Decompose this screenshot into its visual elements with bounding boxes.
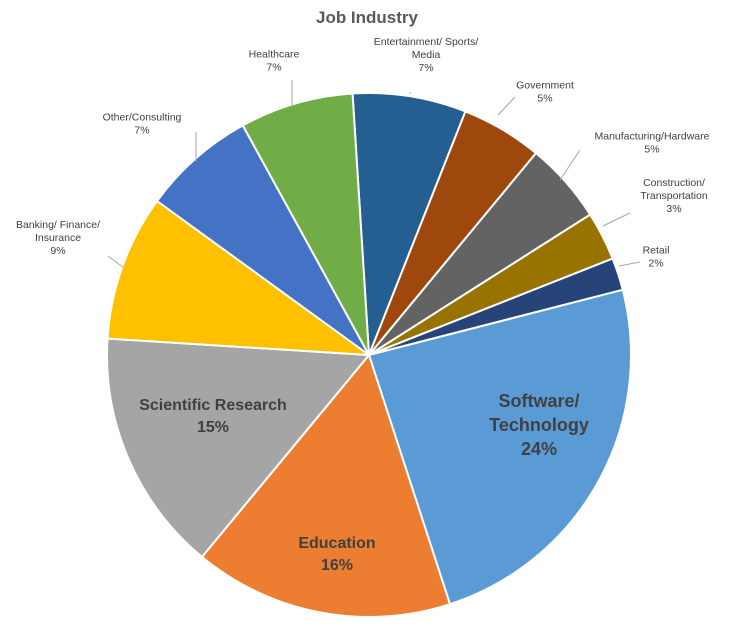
slice-percent: 7% xyxy=(266,62,281,74)
slice-percent: 2% xyxy=(648,258,663,270)
slice-label-line: Retail xyxy=(643,245,670,257)
slice-label-line: Manufacturing/Hardware xyxy=(595,131,710,143)
slice-label: Banking/ Finance/Insurance 9% xyxy=(16,219,100,257)
slice-label-line: Transportation xyxy=(640,190,707,202)
pie-slice-healthcare xyxy=(241,92,370,356)
slice-label: Entertainment/ Sports/Media 7% xyxy=(374,36,479,74)
slice-label: Healthcare 7% xyxy=(249,49,300,74)
slice-percent: 3% xyxy=(666,203,681,215)
slice-label-line: Banking/ Finance/ xyxy=(16,219,100,231)
slice-label: Retail 2% xyxy=(643,245,670,270)
slice-labels: Entertainment/ Sports/Media 7%Government 5… xyxy=(16,36,710,574)
slice-label: Other/Consulting 7% xyxy=(103,112,182,137)
leader-line xyxy=(107,255,125,269)
slice-label-line: Construction/ xyxy=(643,177,705,189)
pie-slices xyxy=(106,92,633,618)
leader-line xyxy=(618,261,641,267)
slice-percent: 7% xyxy=(418,62,433,74)
slice-percent: 9% xyxy=(50,245,65,257)
slice-label-line: Other/Consulting xyxy=(103,112,182,124)
slice-percent: 5% xyxy=(644,144,659,156)
slice-percent: 5% xyxy=(537,93,552,105)
leader-line xyxy=(559,149,581,181)
slice-label-line: Government xyxy=(516,80,574,92)
leader-lines xyxy=(107,80,641,269)
pie-slice-education xyxy=(200,354,451,618)
leader-line xyxy=(602,212,631,227)
slice-label-line: Insurance xyxy=(35,232,81,244)
pie-slice-software-technology xyxy=(368,288,633,606)
slice-percent: 24% xyxy=(521,439,557,459)
slice-label-line: Technology xyxy=(489,415,589,435)
slice-label-line: Healthcare xyxy=(249,49,300,61)
pie-slice-scientific-research xyxy=(106,337,370,558)
slice-label: Scientific Research 15% xyxy=(139,397,287,436)
slice-label-line: Entertainment/ Sports/ xyxy=(374,36,479,48)
slice-label-line: Media xyxy=(412,49,441,61)
pie-slice-banking-finance-insurance xyxy=(106,200,370,356)
slice-percent: 15% xyxy=(197,419,229,436)
chart-title: Job Industry xyxy=(316,8,419,27)
pie-slice-entertainment-sports-media xyxy=(351,92,467,356)
slice-label: Manufacturing/Hardware 5% xyxy=(595,131,710,156)
slice-label-line: Software/ xyxy=(498,391,579,411)
slice-label-line: Education xyxy=(298,535,375,552)
slice-percent: 16% xyxy=(321,557,353,574)
slice-label-line: Scientific Research xyxy=(139,397,287,414)
leader-line xyxy=(497,96,516,116)
slice-percent: 7% xyxy=(134,125,149,137)
slice-label: Government 5% xyxy=(516,80,574,105)
slice-label: Education 16% xyxy=(298,535,375,574)
slice-label: Construction/Transportation 3% xyxy=(640,177,707,215)
slice-label: Software/Technology 24% xyxy=(489,391,589,459)
